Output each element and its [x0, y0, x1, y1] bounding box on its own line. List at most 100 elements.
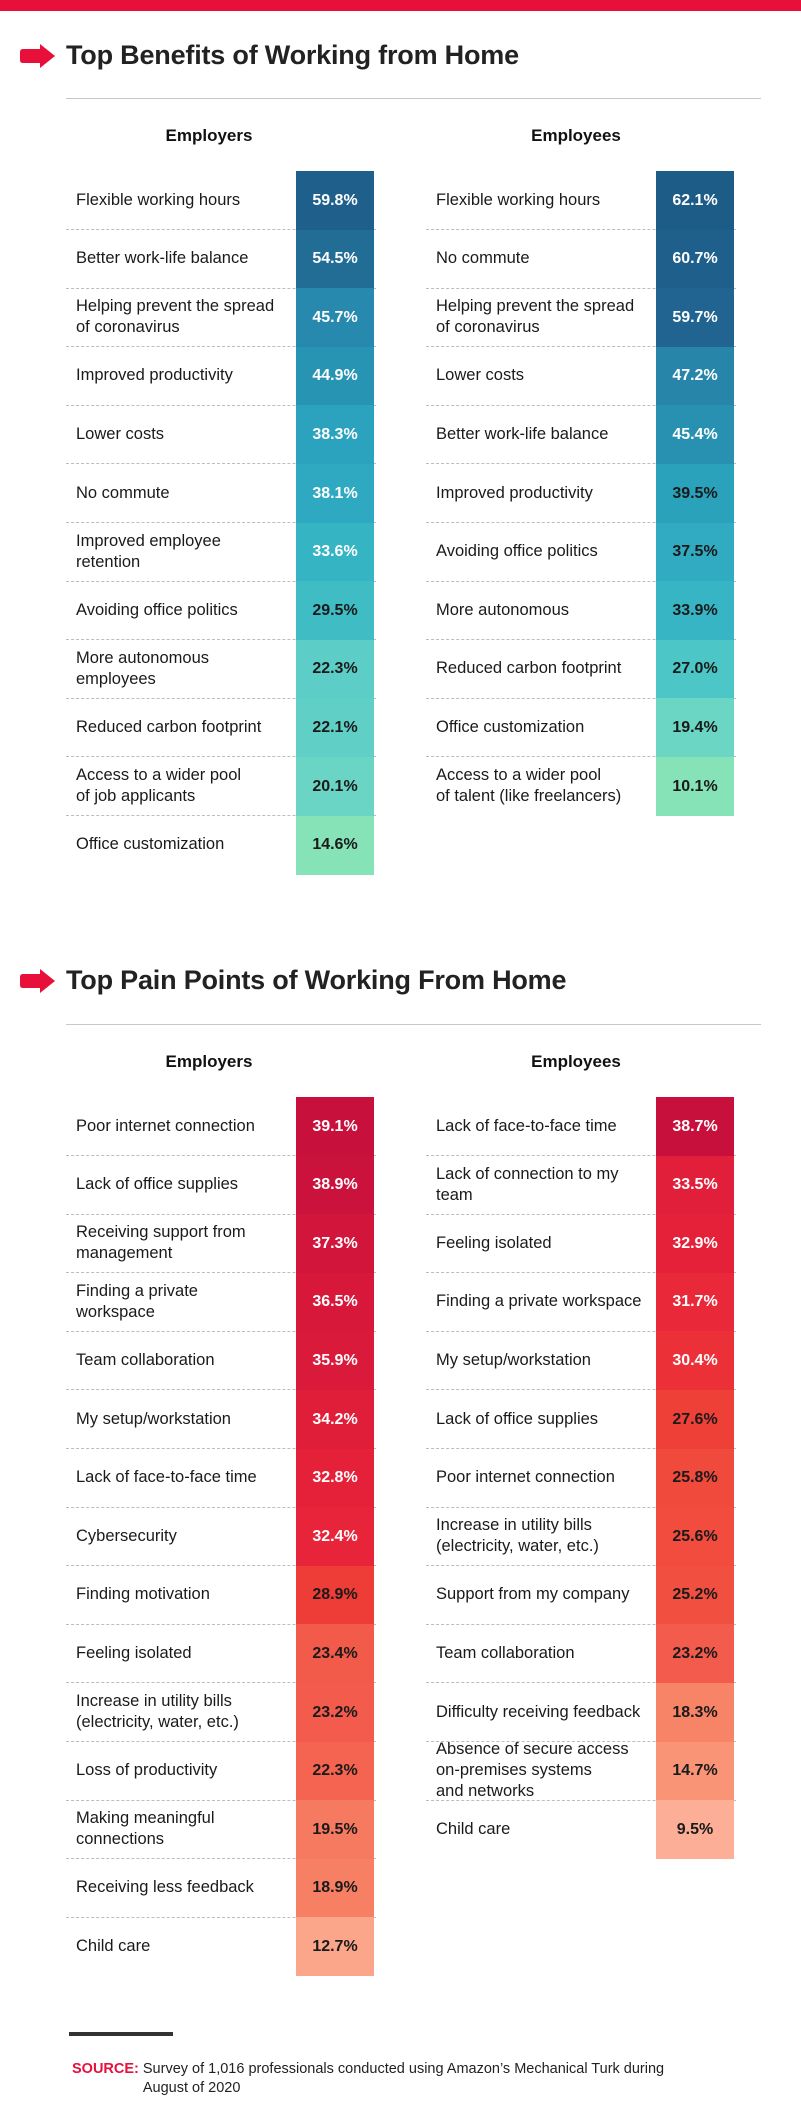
row-label: Poor internet connection — [76, 1116, 255, 1135]
row-label: Better work-life balance — [436, 424, 609, 443]
table-row: Increase in utility bills (electricity, … — [426, 1507, 736, 1567]
value-cell: 19.5% — [296, 1800, 374, 1860]
table-row: More autonomous 33.9% — [426, 581, 736, 641]
row-label: Team collaboration — [76, 1350, 215, 1369]
table-row: My setup/workstation 34.2% — [66, 1390, 376, 1449]
row-label: Office customization — [436, 717, 585, 736]
table-row: Cybersecurity 32.4% — [66, 1507, 376, 1567]
row-label: Lack of office supplies — [76, 1175, 239, 1194]
value-cell: 59.8% — [296, 171, 374, 230]
table-row: Lower costs 38.3% — [66, 405, 376, 465]
row-label: Lack of face-to-face time — [76, 1468, 257, 1487]
table-row: Loss of productivity 22.3% — [66, 1741, 376, 1801]
value-cell: 18.9% — [296, 1858, 374, 1918]
row-label: Flexible working hours — [76, 190, 241, 209]
table-row: Better work-life balance 45.4% — [426, 405, 736, 465]
row-label: Finding motivation — [76, 1585, 210, 1604]
table-row: Avoiding office politics 29.5% — [66, 581, 376, 641]
row-label: Team collaboration — [436, 1643, 575, 1662]
table-row: Reduced carbon footprint 27.0% — [426, 639, 736, 699]
row-label: Reduced carbon footprint — [436, 659, 622, 678]
value-cell: 45.4% — [656, 405, 734, 465]
row-label: Cybersecurity — [76, 1526, 177, 1545]
row-label: Receiving support from management — [76, 1223, 246, 1263]
table-row: Team collaboration 23.2% — [426, 1624, 736, 1684]
table-row: Improved productivity 39.5% — [426, 464, 736, 523]
value-cell: 9.5% — [656, 1800, 734, 1860]
table-row: Access to a wider pool of talent (like f… — [426, 757, 736, 816]
value-cell: 33.5% — [656, 1155, 734, 1215]
value-cell: 60.7% — [656, 229, 734, 289]
row-label: No commute — [76, 483, 170, 502]
row-label: Helping prevent the spread of coronaviru… — [76, 297, 275, 337]
value-cell: 32.4% — [296, 1507, 374, 1567]
table-row: Finding a private workspace 36.5% — [66, 1272, 376, 1332]
value-cell: 14.6% — [296, 815, 374, 875]
row-label: Access to a wider pool of job applicants — [76, 766, 242, 805]
row-label: Finding a private workspace — [76, 1281, 198, 1321]
table-row: Child care 9.5% — [426, 1800, 736, 1860]
value-cell: 10.1% — [656, 757, 734, 816]
table-row: Flexible working hours 59.8% — [66, 171, 376, 230]
section-pain-points-header: Top Pain Points of Working From Home — [18, 965, 567, 996]
value-cell: 27.0% — [656, 639, 734, 699]
row-label: Office customization — [76, 835, 225, 854]
row-label: Receiving less feedback — [76, 1878, 254, 1897]
value-cell: 38.1% — [296, 464, 374, 523]
arrow-right-icon — [20, 43, 55, 68]
row-label: Lower costs — [436, 366, 525, 385]
table-row: Lack of office supplies 38.9% — [66, 1155, 376, 1215]
column-heading: Employers — [165, 126, 253, 145]
arrow-right-icon — [20, 968, 55, 993]
value-cell: 12.7% — [296, 1917, 374, 1977]
table-row: Receiving less feedback 18.9% — [66, 1858, 376, 1918]
section-divider — [66, 98, 761, 99]
value-cell: 23.2% — [656, 1624, 734, 1684]
table-row: Poor internet connection 39.1% — [66, 1097, 376, 1156]
value-cell: 25.2% — [656, 1565, 734, 1625]
row-label: Support from my company — [436, 1585, 630, 1604]
table-row: Making meaningful connections 19.5% — [66, 1800, 376, 1860]
row-label: Making meaningful connections — [76, 1809, 215, 1849]
value-cell: 34.2% — [296, 1390, 374, 1449]
value-cell: 37.3% — [296, 1214, 374, 1274]
table-row: Access to a wider pool of job applicants… — [66, 757, 376, 816]
value-cell: 18.3% — [656, 1683, 734, 1742]
row-label: More autonomous — [436, 600, 569, 619]
table-row: Better work-life balance 54.5% — [66, 229, 376, 289]
source-note: SOURCE: Survey of 1,016 professionals con… — [72, 2060, 712, 2098]
value-cell: 45.7% — [296, 288, 374, 348]
row-label: Finding a private workspace — [436, 1292, 642, 1311]
table-row: Helping prevent the spread of coronaviru… — [426, 288, 736, 348]
row-label: My setup/workstation — [436, 1350, 591, 1369]
table-row: Reduced carbon footprint 22.1% — [66, 698, 376, 758]
table-row: Avoiding office politics 37.5% — [426, 522, 736, 582]
value-cell: 38.9% — [296, 1155, 374, 1215]
row-label: Lack of connection to my team — [436, 1164, 619, 1204]
value-cell: 59.7% — [656, 288, 734, 348]
column-heading: Employers — [165, 1052, 253, 1071]
value-cell: 38.7% — [656, 1097, 734, 1156]
table-row: Absence of secure access on-premises sys… — [426, 1740, 736, 1801]
row-label: Loss of productivity — [76, 1761, 218, 1780]
value-cell: 35.9% — [296, 1331, 374, 1391]
table-row: Lack of connection to my team 33.5% — [426, 1155, 736, 1215]
row-label: Lack of office supplies — [436, 1409, 599, 1428]
row-label: No commute — [436, 249, 530, 268]
table-row: Lower costs 47.2% — [426, 346, 736, 406]
row-label: Difficulty receiving feedback — [436, 1702, 641, 1721]
table-row: Finding motivation 28.9% — [66, 1565, 376, 1625]
row-label: Increase in utility bills (electricity, … — [76, 1692, 239, 1731]
value-cell: 37.5% — [656, 522, 734, 582]
row-label: Better work-life balance — [76, 249, 249, 268]
table-row: Lack of face-to-face time 32.8% — [66, 1448, 376, 1508]
value-cell: 28.9% — [296, 1565, 374, 1625]
row-label: Helping prevent the spread of coronaviru… — [436, 297, 635, 337]
row-label: Lower costs — [76, 424, 165, 443]
row-label: Lack of face-to-face time — [436, 1116, 617, 1135]
table-row: My setup/workstation 30.4% — [426, 1331, 736, 1391]
table-row: Improved productivity 44.9% — [66, 346, 376, 406]
table-row: Support from my company 25.2% — [426, 1565, 736, 1625]
table-row: No commute 38.1% — [66, 464, 376, 523]
row-label: Poor internet connection — [436, 1468, 615, 1487]
